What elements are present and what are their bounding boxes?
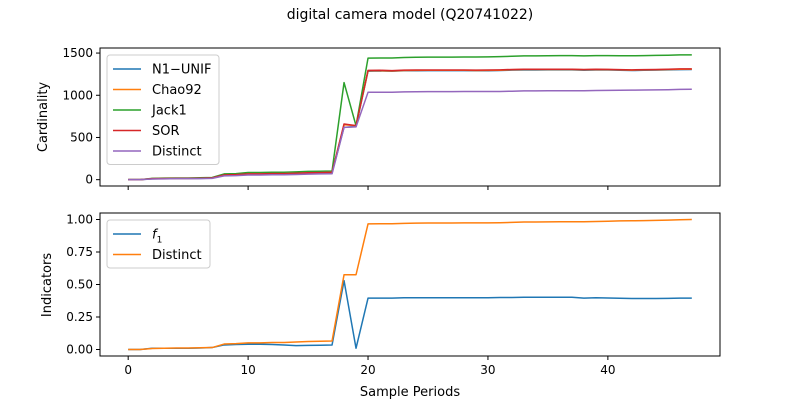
cardinality-y-axis-label: Cardinality <box>36 82 51 153</box>
y-tick-label: 1500 <box>62 46 93 60</box>
indicators-legend: f1 Distinct <box>106 219 211 269</box>
cardinality-series-sor-line <box>128 68 692 181</box>
y-tick-label: 0 <box>85 173 93 187</box>
x-axis-label: Sample Periods <box>360 385 460 400</box>
y-tick-label: 500 <box>70 130 93 144</box>
figure-title: digital camera model (Q20741022) <box>287 7 534 23</box>
legend-label-distinct: Distinct <box>152 248 202 263</box>
cardinality-series-jack1-line <box>128 54 692 181</box>
y-tick-label: 0.75 <box>66 245 93 259</box>
legend-label-jack1: Jack1 <box>151 104 187 119</box>
x-tick-label: 10 <box>240 363 255 377</box>
indicators-x-ticks: 0 10 20 30 40 <box>124 356 616 377</box>
indicators-panel: 0.00 0.25 0.50 0.75 1.00 0 10 20 30 40 Indicator… <box>40 212 721 400</box>
y-tick-label: 0.00 <box>66 343 93 357</box>
x-tick-label: 40 <box>600 363 615 377</box>
legend-label-sor: SOR <box>152 124 180 139</box>
cardinality-legend: N1−UNIF Chao92 Jack1 SOR Distinct <box>106 54 220 165</box>
legend-box <box>106 54 220 165</box>
cardinality-x-ticks <box>127 186 609 190</box>
cardinality-axes-frame <box>99 47 721 187</box>
y-tick-label: 0.25 <box>66 310 93 324</box>
x-tick-label: 0 <box>124 363 132 377</box>
x-tick-label: 20 <box>360 363 375 377</box>
legend-label-distinct: Distinct <box>152 145 202 160</box>
cardinality-panel: 0 500 1000 1500 Cardinality N1−UNIF Chao92 Ja… <box>36 46 721 190</box>
legend-label-chao92: Chao92 <box>152 83 202 98</box>
legend-label-f1: f1 <box>152 228 162 246</box>
y-tick-label: 0.50 <box>66 278 93 292</box>
y-tick-label: 1000 <box>62 88 93 102</box>
legend-box <box>106 219 211 269</box>
cardinality-series-group <box>128 54 692 181</box>
indicators-y-ticks: 0.00 0.25 0.50 0.75 1.00 <box>66 213 100 357</box>
x-tick-label: 30 <box>480 363 495 377</box>
y-tick-label: 1.00 <box>66 213 93 227</box>
cardinality-y-ticks: 0 500 1000 1500 <box>62 46 100 187</box>
indicators-y-axis-label: Indicators <box>40 253 55 317</box>
indicators-series-distinct-line <box>128 218 692 351</box>
indicators-series-group <box>128 218 692 351</box>
cardinality-series-distinct-line <box>128 88 692 181</box>
legend-label-n1-unif: N1−UNIF <box>152 63 211 78</box>
